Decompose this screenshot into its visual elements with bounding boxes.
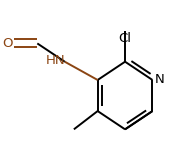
Text: Cl: Cl bbox=[119, 32, 132, 45]
Text: N: N bbox=[155, 73, 164, 86]
Text: O: O bbox=[2, 37, 13, 50]
Text: HN: HN bbox=[46, 54, 66, 67]
